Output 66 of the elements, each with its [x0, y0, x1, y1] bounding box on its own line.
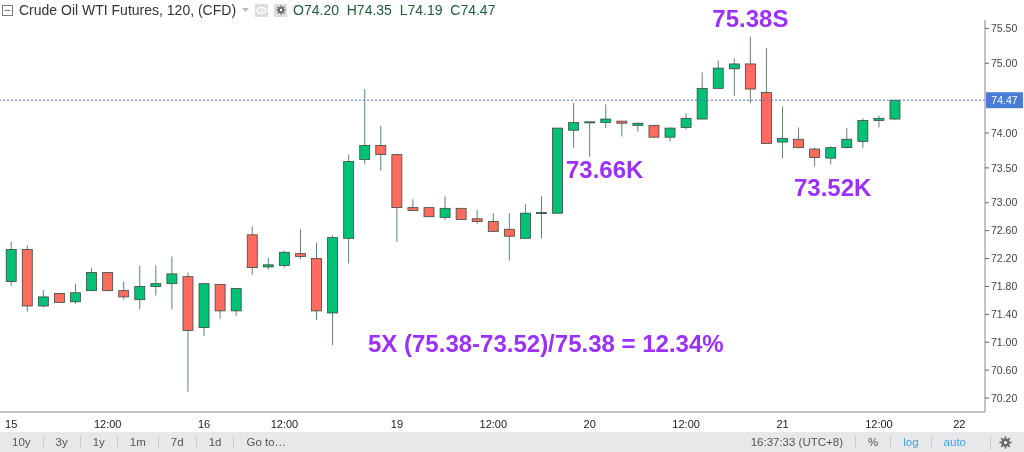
y-tick-label: 75.50: [991, 22, 1018, 35]
x-tick-label: 12:00: [865, 417, 893, 430]
text: 7d: [158, 436, 197, 448]
text: Go to…: [245, 436, 288, 448]
candlestick: [166, 255, 178, 310]
text: 16:37:33 (UTC+8): [749, 436, 844, 448]
x-tick-label: 22: [953, 417, 966, 430]
text: log: [890, 436, 931, 448]
annotation: 5X (75.38-73.52)/75.38 = 12.34%: [368, 330, 724, 358]
annotation: 73.52K: [793, 174, 873, 202]
candlestick: [134, 265, 146, 310]
text: 3y: [43, 436, 81, 448]
candlestick: [568, 102, 580, 149]
candlestick: [439, 195, 451, 221]
candlestick: [712, 59, 724, 89]
text: %: [855, 436, 891, 448]
x-tick-label: 12:00: [479, 417, 508, 430]
y-tick-label: 70.20: [991, 391, 1018, 404]
y-tick-label: 71.40: [991, 308, 1018, 321]
y-tick-label: 70.60: [991, 363, 1018, 376]
candlestick: [359, 88, 371, 165]
candlestick: [375, 125, 387, 172]
candlestick: [584, 121, 596, 158]
annotation: 75.38S: [712, 4, 789, 32]
x-tick-label: 20: [583, 417, 596, 430]
ref-line-label: 74.47: [991, 94, 1018, 107]
x-tick-label: 12:00: [270, 417, 299, 430]
text: 1m: [117, 436, 159, 448]
y-tick-label: 71.00: [991, 335, 1018, 348]
candlestick: [728, 57, 740, 97]
chart-subtitle: O74.20 H74.35 L74.19 C74.47: [293, 2, 496, 18]
x-tick-label: 12:00: [93, 417, 122, 430]
text: 10y: [0, 436, 44, 448]
candlestick: [536, 195, 547, 239]
candlestick: [873, 115, 885, 128]
candlestick: [118, 281, 130, 301]
y-tick-label: 72.20: [991, 252, 1018, 265]
candlestick: [150, 265, 162, 297]
x-tick-label: 15: [5, 417, 18, 430]
candlestick: [407, 198, 419, 212]
y-tick-label: 74.00: [991, 126, 1018, 139]
y-tick-label: 71.80: [991, 280, 1018, 293]
candlestick: [600, 103, 612, 129]
candlestick: [487, 212, 499, 232]
y-tick-label: 72.60: [991, 224, 1018, 237]
text: 1d: [196, 436, 235, 448]
x-tick-label: 21: [776, 417, 789, 430]
candlestick: [230, 288, 242, 317]
candlestick: [857, 117, 869, 149]
candlestick: [632, 122, 644, 133]
x-tick-label: 12:00: [672, 417, 700, 430]
candlestick: [295, 228, 306, 260]
annotation: 73.66K: [566, 156, 644, 184]
x-tick-label: 16: [197, 417, 211, 430]
text: auto: [930, 436, 978, 448]
y-tick-label: 73.00: [991, 196, 1018, 209]
candlestick: [503, 212, 515, 262]
candlestick: [777, 105, 788, 159]
candlestick: [825, 145, 837, 165]
x-tick-label: 19: [390, 417, 404, 430]
candlestick: [889, 99, 901, 121]
candlestick: [70, 283, 81, 305]
y-tick-label: 73.50: [991, 161, 1018, 174]
chart-title: Crude Oil WTI Futures, 120, (CFD): [19, 2, 237, 18]
text: 1y: [80, 436, 118, 448]
y-tick-label: 75.00: [991, 56, 1018, 69]
